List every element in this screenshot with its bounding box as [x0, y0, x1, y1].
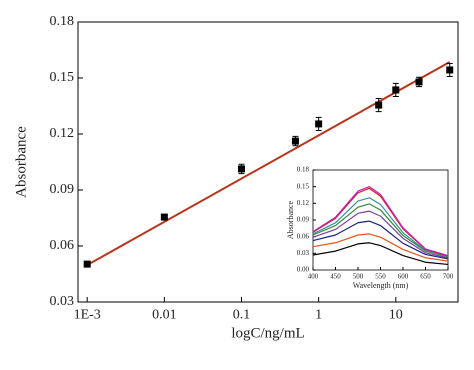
y-axis-label: Absorbance — [286, 200, 295, 239]
x-tick-label: 0.01 — [152, 308, 177, 323]
x-tick-label: 1E-3 — [74, 308, 101, 323]
data-point — [83, 260, 91, 268]
y-tick-label: 0.09 — [297, 216, 310, 224]
y-tick-label: 0.15 — [50, 70, 75, 85]
spectrum-line — [312, 203, 449, 258]
y-tick-label: 0.06 — [50, 238, 75, 253]
y-tick-label: 0.12 — [297, 199, 310, 207]
y-tick-label: 0.18 — [297, 166, 310, 174]
y-tick-label: 0.12 — [50, 126, 75, 141]
y-axis-label: Absorbance — [13, 126, 29, 198]
spectrum-line — [312, 186, 449, 257]
x-tick-label: 400 — [308, 272, 319, 280]
spectrum-line — [312, 210, 449, 259]
data-point — [291, 137, 299, 145]
x-tick-label: 0.1 — [233, 308, 251, 323]
y-tick-label: 0.00 — [297, 266, 310, 274]
x-tick-label: 700 — [443, 272, 454, 280]
data-point — [375, 101, 383, 109]
fit-line — [86, 61, 451, 266]
data-point — [392, 86, 400, 94]
data-point — [446, 66, 454, 74]
data-point — [237, 165, 245, 173]
y-tick-label: 0.18 — [50, 14, 75, 29]
x-tick-label: 650 — [420, 272, 431, 280]
spectrum-line — [312, 242, 449, 266]
y-tick-label: 0.03 — [297, 249, 310, 257]
y-tick-label: 0.03 — [50, 294, 75, 309]
x-tick-label: 600 — [398, 272, 409, 280]
x-tick-label: 550 — [375, 272, 386, 280]
x-axis-label: Wavelength (nm) — [353, 281, 409, 290]
plot-frame — [77, 21, 459, 303]
inset-background — [280, 164, 452, 290]
spectrum-line — [312, 233, 449, 262]
spectrum-line — [312, 197, 449, 257]
data-point — [315, 120, 323, 128]
data-point — [415, 78, 423, 86]
y-tick-label: 0.09 — [50, 182, 75, 197]
x-axis-label: logC/ng/mL — [231, 326, 304, 342]
y-tick-label: 0.15 — [297, 182, 310, 190]
spectrum-line — [312, 220, 449, 260]
y-tick-label: 0.06 — [297, 232, 310, 240]
x-tick-label: 1 — [315, 308, 322, 323]
data-point — [160, 213, 168, 221]
x-tick-label: 450 — [330, 272, 341, 280]
x-tick-label: 500 — [353, 272, 364, 280]
x-tick-label: 10 — [389, 308, 403, 323]
